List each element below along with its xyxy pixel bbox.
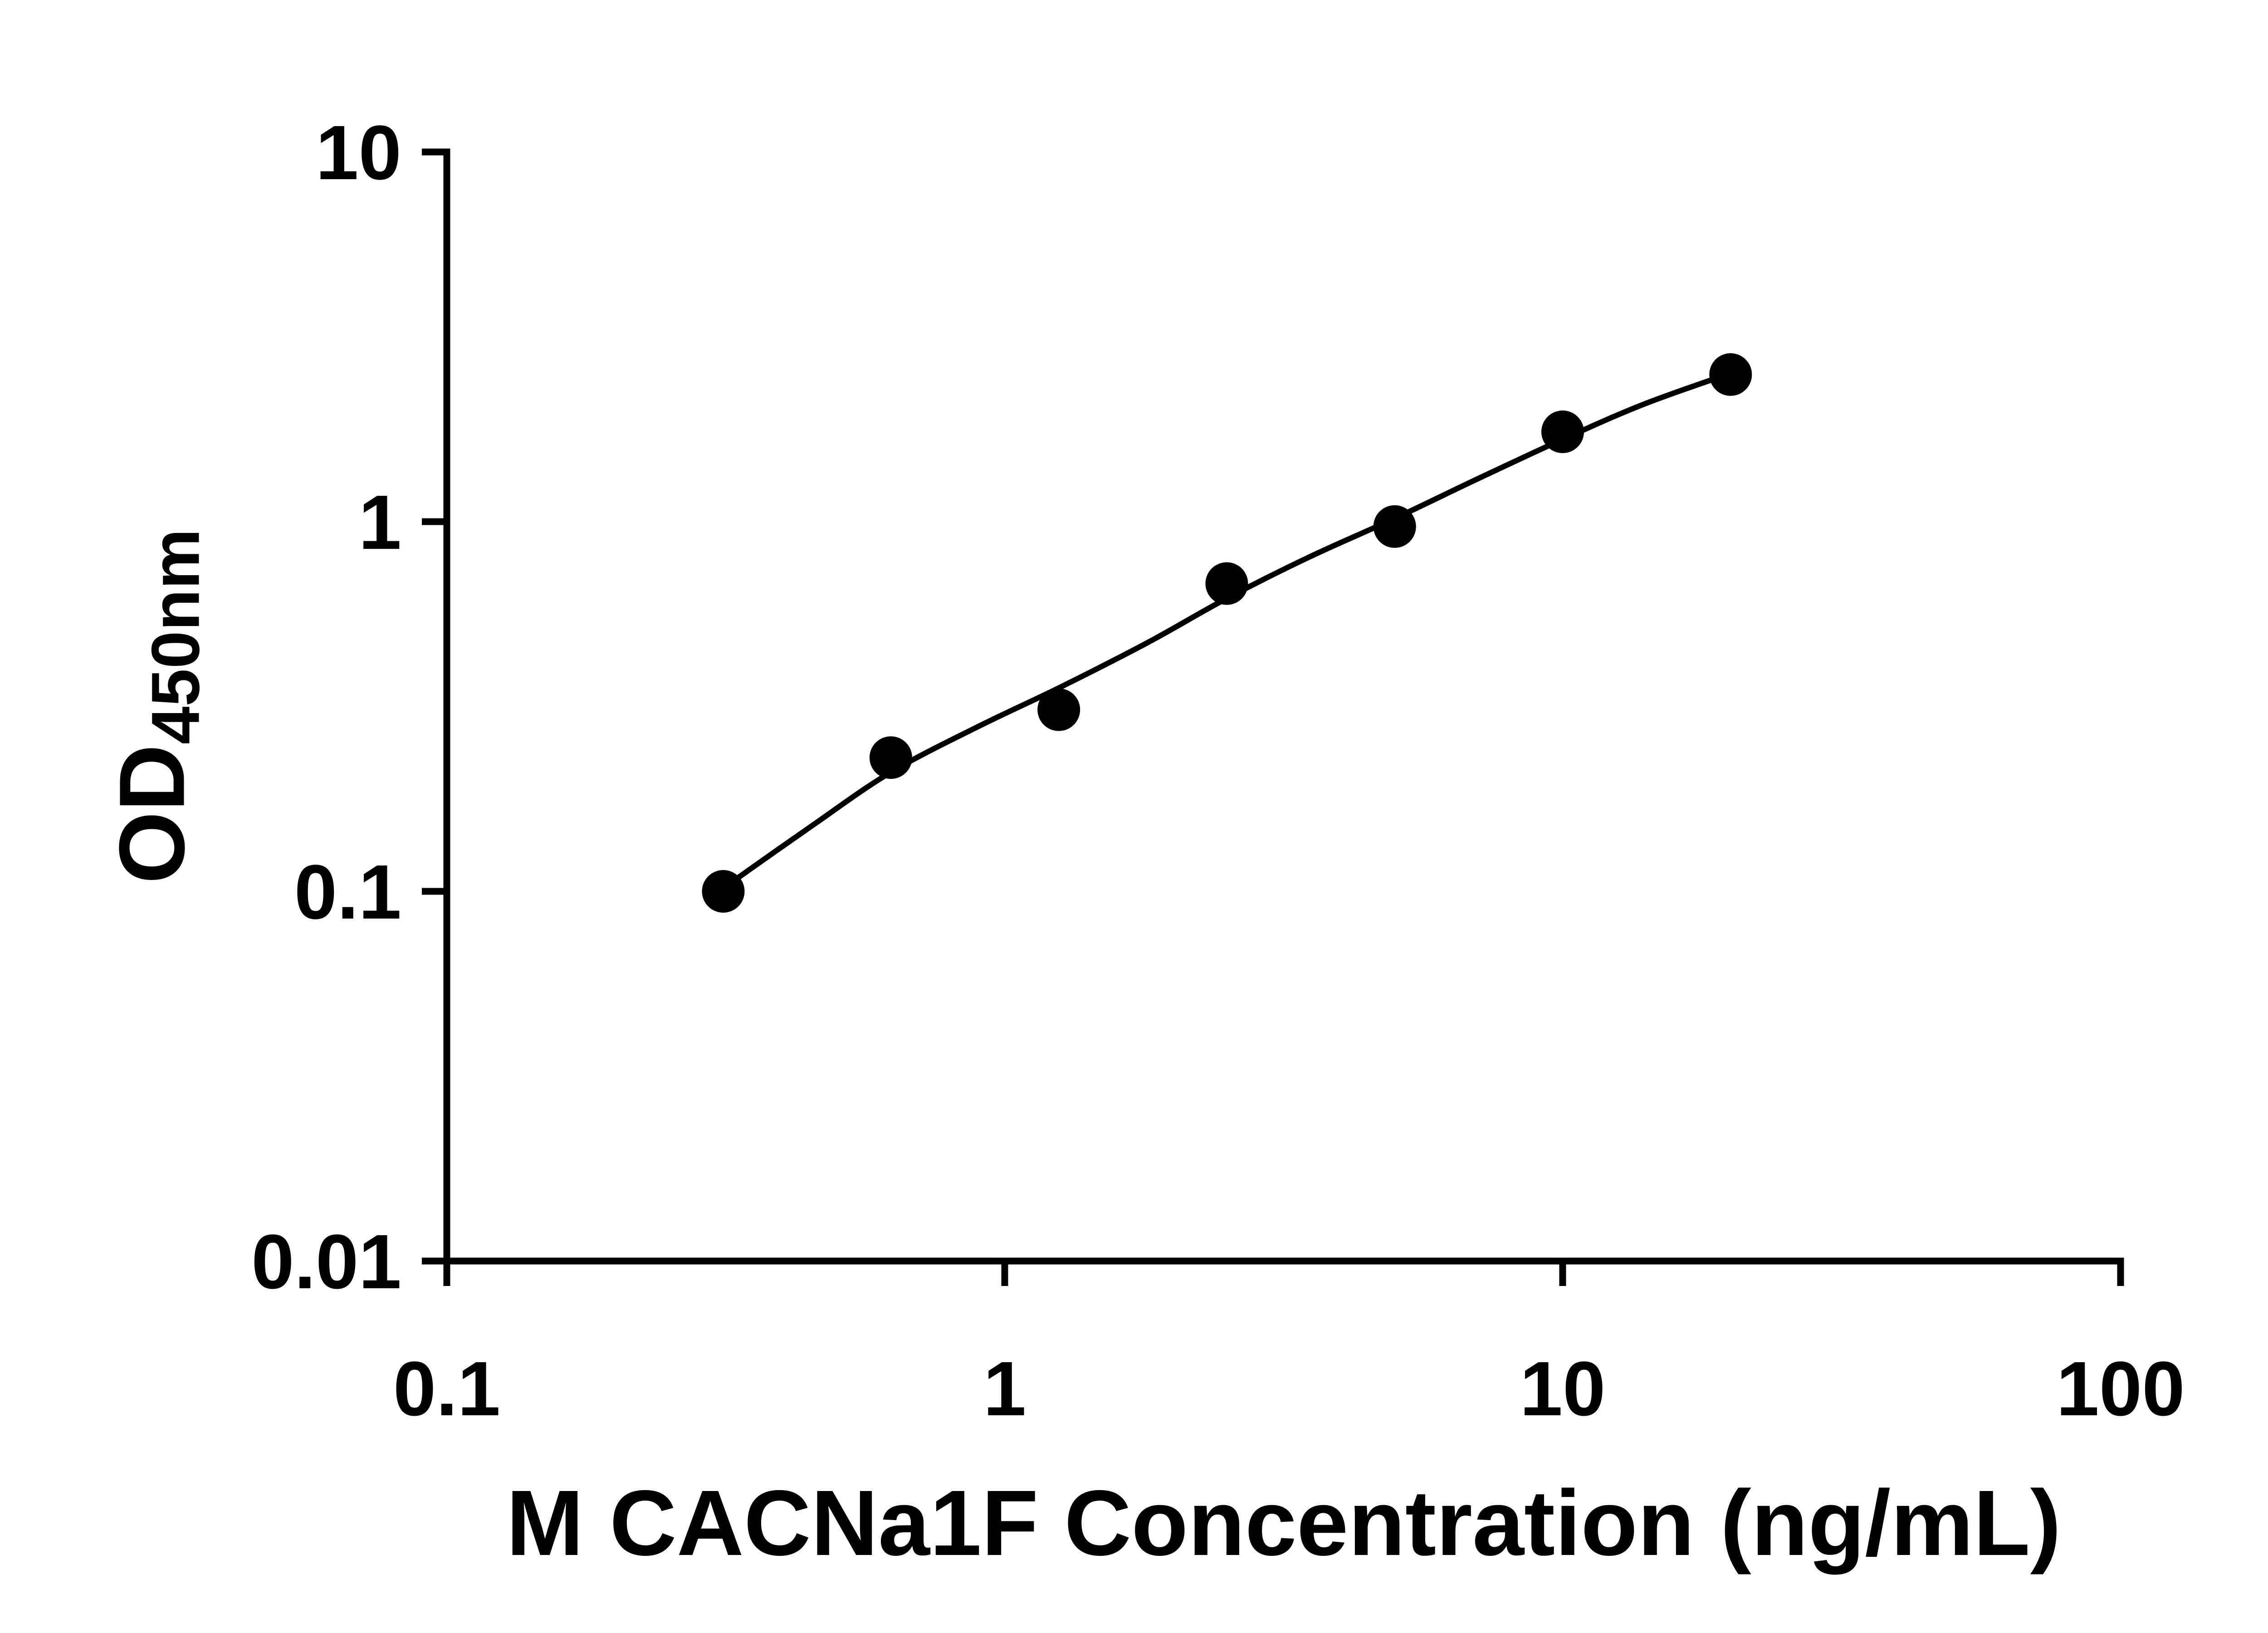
- data-point: [702, 870, 745, 913]
- data-point: [1709, 353, 1752, 396]
- y-axis-title-main: OD: [100, 744, 204, 884]
- x-tick-label: 1: [983, 1346, 1026, 1432]
- axis-spine: [443, 148, 2124, 1265]
- y-axis-title: OD450nm: [100, 529, 214, 884]
- y-tick-label: 10: [316, 110, 401, 196]
- x-tick-label: 10: [1520, 1346, 1605, 1432]
- y-tick-label: 0.01: [251, 1219, 401, 1305]
- data-point: [1205, 562, 1248, 605]
- y-tick-label: 0.1: [294, 849, 401, 935]
- y-axis-title-subscript: 450nm: [137, 528, 214, 744]
- data-point: [1541, 410, 1584, 453]
- x-axis-title: M CACNa1F Concentration (ng/mL): [506, 1471, 2061, 1575]
- x-tick-label: 100: [2056, 1346, 2185, 1432]
- data-point: [869, 736, 912, 779]
- x-tick-label: 0.1: [393, 1346, 500, 1432]
- data-point: [1373, 505, 1416, 548]
- data-point: [1037, 688, 1080, 731]
- fit-curve: [722, 371, 1732, 890]
- y-tick-label: 1: [358, 479, 401, 566]
